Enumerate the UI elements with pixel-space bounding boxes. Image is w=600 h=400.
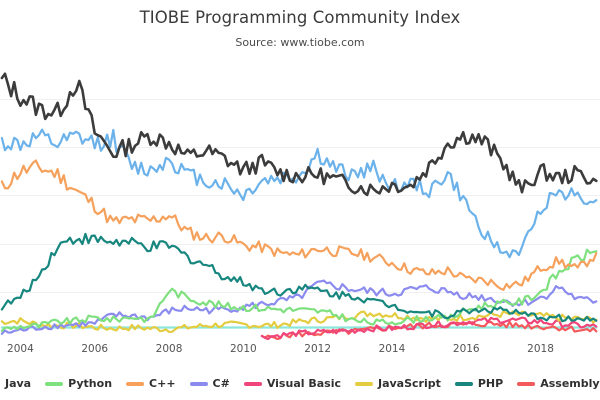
gridline [0, 147, 600, 148]
legend-swatch-icon [354, 381, 373, 386]
legend-label: Python [68, 377, 113, 390]
x-tick-label: 2016 [452, 343, 480, 355]
x-tick-label: 2008 [155, 343, 183, 355]
legend-item[interactable]: PHP [454, 373, 504, 392]
x-tick-label: 2014 [378, 343, 406, 355]
series-line-php [0, 232, 598, 323]
legend-label: Java [5, 377, 32, 390]
legend-swatch-icon [126, 381, 145, 386]
legend-label: JavaScript [377, 377, 441, 390]
legend-swatch-icon [45, 381, 64, 386]
legend-label: Visual Basic [266, 377, 341, 390]
x-tick-label: 2012 [304, 343, 332, 355]
x-tick-label: 2006 [81, 343, 109, 355]
legend-item[interactable]: Visual Basic [243, 373, 341, 392]
gridline [0, 99, 600, 100]
gridline [0, 195, 600, 196]
series-lines [0, 72, 598, 340]
legend-swatch-icon [517, 381, 536, 386]
series-line-javascript [0, 310, 598, 333]
legend-item[interactable]: C# [189, 373, 230, 392]
legend-label: PHP [477, 377, 504, 390]
x-tick-label: 2010 [229, 343, 257, 355]
chart-title: TIOBE Programming Community Index [139, 8, 461, 27]
series-line-java [0, 72, 598, 197]
x-tick-label: 2018 [527, 343, 554, 355]
x-tick-label: 2004 [7, 343, 34, 355]
legend-swatch-icon [454, 381, 473, 386]
series-line-visual-basic [260, 316, 598, 340]
chart-subtitle: Source: www.tiobe.com [235, 36, 365, 49]
legend-label: C# [212, 377, 230, 390]
series-line-c- [0, 159, 598, 291]
legend-item[interactable]: Assembly language [517, 373, 600, 392]
x-axis-labels: 2004 2006 2008 2010 2012 2014 2016 2018 [0, 341, 600, 363]
series-line-python [0, 248, 598, 333]
legend-item[interactable]: JavaScript [354, 373, 441, 392]
legend-swatch-icon [189, 381, 208, 386]
legend-item[interactable]: Java [0, 373, 31, 392]
legend-label: C++ [149, 377, 176, 390]
legend: Java Python C++ C# Visual Basic JavaScript PHP… [0, 372, 600, 398]
plot-area [0, 60, 600, 340]
series-line-assembly-language [260, 320, 598, 340]
gridline [0, 244, 600, 245]
legend-item[interactable]: Python [45, 373, 112, 392]
gridline [0, 292, 600, 293]
legend-item[interactable]: C++ [126, 373, 176, 392]
legend-label: Assembly language [540, 377, 600, 390]
legend-swatch-icon [243, 381, 262, 386]
